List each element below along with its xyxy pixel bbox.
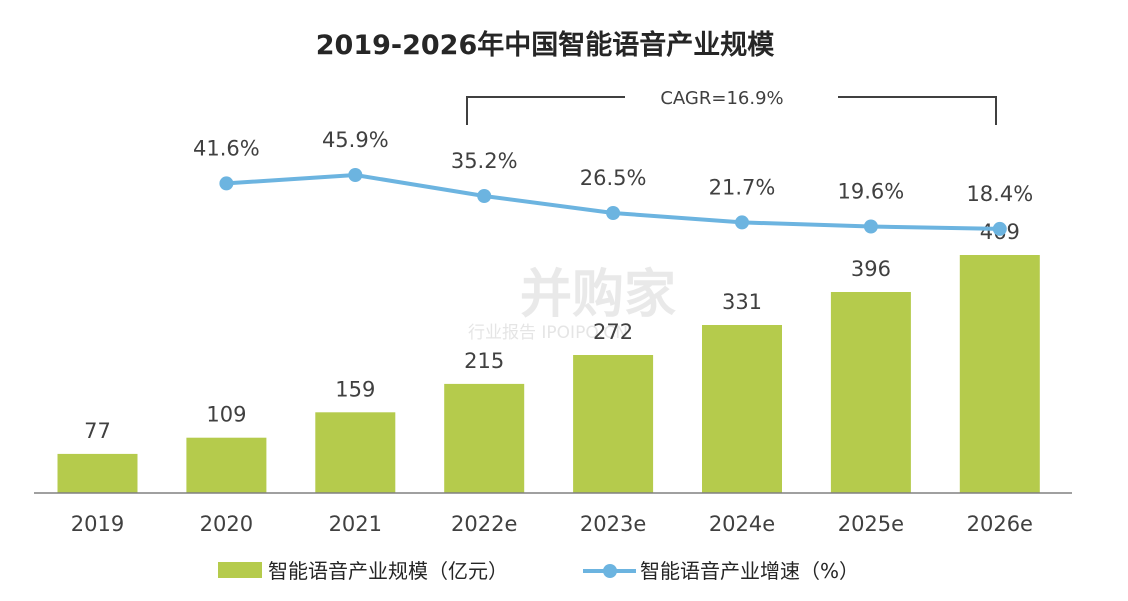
line-value-label: 18.4% <box>966 182 1033 206</box>
bar-value-label: 109 <box>206 403 246 427</box>
line-value-label: 19.6% <box>838 180 905 204</box>
x-tick-label: 2025e <box>838 512 904 536</box>
growth-point-2023e <box>606 206 621 220</box>
bar-2019 <box>57 453 138 493</box>
x-tick-label: 2024e <box>709 512 775 536</box>
bar-value-label: 159 <box>335 377 375 401</box>
bar-2024e <box>702 325 782 493</box>
watermark-brand: 并购家 <box>520 265 676 325</box>
cagr-label: CAGR=16.9% <box>660 88 783 109</box>
legend-swatch-bars <box>218 562 262 578</box>
bar-value-labels: 77109159215272331396469 <box>84 220 1020 443</box>
x-tick-label: 2022e <box>451 512 517 536</box>
x-tick-label: 2023e <box>580 512 646 536</box>
line-value-label: 26.5% <box>580 166 647 190</box>
x-tick-label: 2019 <box>71 512 124 536</box>
growth-point-2026e <box>992 221 1007 236</box>
legend-label-bars: 智能语音产业规模（亿元） <box>268 559 508 583</box>
bar-2021 <box>315 412 396 493</box>
bar-2025e <box>830 292 911 493</box>
line-value-labels: 41.6% 45.9% 35.2% 26.5% 21.7% 19.6% 18.4% <box>193 128 1033 206</box>
line-value-label: 35.2% <box>451 149 518 173</box>
bar-2022e <box>444 383 525 493</box>
growth-point-2024e <box>735 215 749 230</box>
growth-point-2025e <box>863 219 878 234</box>
legend: 智能语音产业规模（亿元） 智能语音产业增速（%） <box>218 559 859 583</box>
growth-point-2021 <box>348 168 363 182</box>
legend-label-line: 智能语音产业增速（%） <box>640 559 859 583</box>
bar-value-label: 215 <box>464 349 504 373</box>
line-series <box>219 168 1007 236</box>
legend-swatch-line-marker <box>603 564 617 578</box>
x-tick-label: 2020 <box>200 512 253 536</box>
x-tick-label: 2021 <box>329 512 382 536</box>
cagr-bracket-right <box>838 96 997 125</box>
x-tick-labels: 2019 2020 2021 2022e 2023e 2024e 2025e 2026e <box>71 512 1033 536</box>
bar-value-label: 396 <box>851 257 891 281</box>
bar-value-label: 77 <box>84 419 111 443</box>
bar-2026e <box>959 255 1040 493</box>
bar-value-label: 272 <box>593 320 633 344</box>
x-tick-label: 2026e <box>967 512 1033 536</box>
bar-value-label: 331 <box>722 290 762 314</box>
growth-point-2022e <box>477 189 492 203</box>
line-value-label: 41.6% <box>193 136 260 160</box>
line-value-label: 21.7% <box>709 175 776 199</box>
growth-point-2020 <box>219 176 234 191</box>
line-value-label: 45.9% <box>322 128 389 152</box>
watermark: 并购家 行业报告 IPOIPO.CN <box>468 265 676 343</box>
chart-title: 2019-2026年中国智能语音产业规模 <box>316 29 775 61</box>
cagr-annotation: CAGR=16.9% <box>466 88 997 125</box>
cagr-bracket-left <box>466 96 625 125</box>
bar-series <box>57 255 1040 493</box>
bar-2020 <box>186 437 267 493</box>
watermark-sub: 行业报告 IPOIPO.CN <box>468 323 628 343</box>
bar-2023e <box>573 355 654 493</box>
